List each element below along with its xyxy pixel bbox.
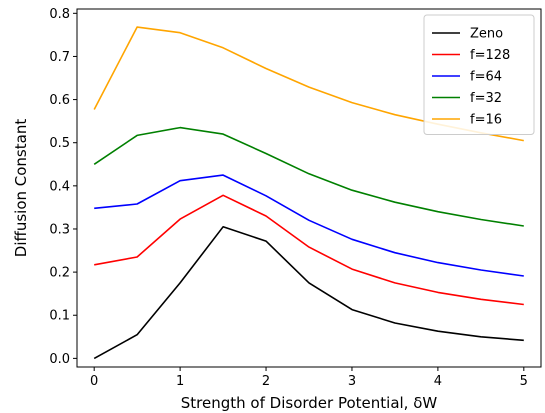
y-tick-label: 0.0 bbox=[49, 352, 70, 367]
y-tick-label: 0.2 bbox=[49, 266, 70, 281]
x-axis-label: Strength of Disorder Potential, δW bbox=[181, 394, 438, 412]
legend-entry-label: Zeno bbox=[470, 27, 503, 42]
y-tick-label: 0.7 bbox=[49, 50, 70, 65]
x-tick-label: 5 bbox=[520, 374, 528, 389]
y-tick-label: 0.8 bbox=[49, 7, 70, 22]
plot-frame bbox=[76, 8, 542, 368]
legend-entry-label: f=16 bbox=[470, 113, 502, 128]
legend-entry-label: f=128 bbox=[470, 48, 510, 63]
series-line-f-128 bbox=[94, 194, 524, 306]
series-layer bbox=[93, 26, 524, 360]
x-tick-label: 0 bbox=[90, 374, 98, 389]
axis-ticks: 0 1 2 3 4 5 0.0 0.1 0.2 0.3 0.4 0.5 0.6 0.7 0.8 bbox=[49, 7, 528, 389]
x-tick-label: 2 bbox=[262, 374, 270, 389]
x-tick-label: 4 bbox=[434, 374, 442, 389]
x-tick-label: 1 bbox=[176, 374, 184, 389]
series-line-zeno bbox=[93, 226, 524, 360]
y-axis-label: Diffusion Constant bbox=[12, 119, 30, 258]
legend-entry-label: f=64 bbox=[470, 70, 502, 85]
x-tick-label: 3 bbox=[348, 374, 356, 389]
legend-entry-label: f=32 bbox=[470, 91, 502, 106]
series-line-f-32 bbox=[93, 126, 524, 227]
y-tick-label: 0.1 bbox=[49, 309, 70, 324]
y-tick-label: 0.6 bbox=[49, 93, 70, 108]
legend: Zeno f=128 f=64 f=32 f=16 bbox=[423, 14, 535, 135]
y-tick-label: 0.3 bbox=[49, 222, 70, 237]
y-tick-label: 0.4 bbox=[49, 179, 70, 194]
legend-box bbox=[423, 14, 535, 135]
series-line-f-64 bbox=[94, 174, 524, 277]
y-tick-label: 0.5 bbox=[49, 136, 70, 151]
